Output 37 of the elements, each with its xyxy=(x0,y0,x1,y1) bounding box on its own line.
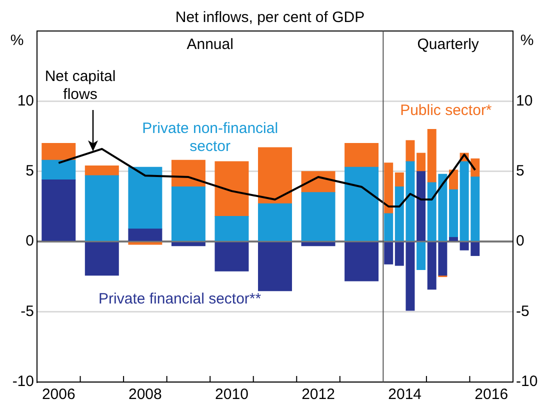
series-label: Private non-financial sector xyxy=(142,120,278,155)
y2-tick-label: 5 xyxy=(516,162,524,180)
y2-tick-label: -10 xyxy=(516,373,538,390)
y2-tick-label: 0 xyxy=(516,232,524,250)
y-tick-label: -10 xyxy=(12,373,34,390)
bar xyxy=(449,189,458,238)
annotation: Annual xyxy=(186,36,234,54)
bar xyxy=(384,162,394,214)
bar xyxy=(384,213,394,241)
bar xyxy=(384,242,394,264)
annotation: Quarterly xyxy=(417,36,480,54)
y-tick-label: 5 xyxy=(26,162,34,180)
x-tick-label: 2008 xyxy=(128,386,162,404)
text: Net capital flows xyxy=(44,68,116,103)
bar xyxy=(427,128,436,183)
y2-axis-title: % xyxy=(520,32,534,50)
x-tick-label: 2010 xyxy=(215,386,248,404)
chart-subtitle: Net inflows, per cent of GDP xyxy=(175,9,365,26)
y-axis-title: % xyxy=(10,32,24,50)
x-tick-label: 2012 xyxy=(302,386,335,404)
x-tick-label: 2014 xyxy=(388,386,422,404)
y2-tick-label: 10 xyxy=(516,92,533,110)
bar xyxy=(406,140,415,162)
bar xyxy=(416,152,426,172)
x-tick-label: 2016 xyxy=(474,386,508,404)
bar xyxy=(416,171,426,241)
y-tick-label: -5 xyxy=(20,302,34,320)
x-tick-label: 2006 xyxy=(42,386,76,404)
bar xyxy=(394,172,404,188)
series-label: Public sector* xyxy=(400,102,492,120)
bar xyxy=(449,170,458,190)
series-label: Private financial sector** xyxy=(98,290,262,308)
y2-tick-label: -5 xyxy=(516,302,530,320)
y-tick-label: 0 xyxy=(26,232,34,250)
bar xyxy=(416,242,426,270)
y-tick-label: 10 xyxy=(17,92,34,110)
bar xyxy=(449,237,458,241)
